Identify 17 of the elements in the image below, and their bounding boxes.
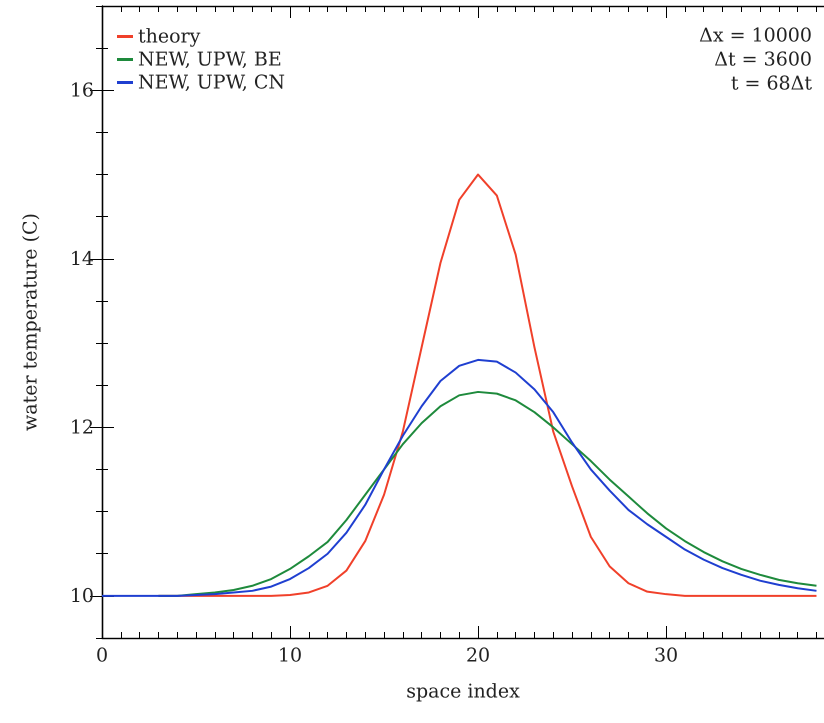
annotation: Δx = 10000 <box>699 24 812 46</box>
y-tick-label: 14 <box>70 248 94 270</box>
x-tick-label: 20 <box>466 644 490 666</box>
legend-label: theory <box>138 26 201 48</box>
x-tick-label: 0 <box>96 644 108 666</box>
x-tick-label: 30 <box>654 644 678 666</box>
legend-label: NEW, UPW, CN <box>138 72 286 94</box>
y-tick-label: 12 <box>70 416 94 438</box>
y-tick-label: 16 <box>70 79 94 102</box>
line-series <box>101 358 818 597</box>
annotation: Δt = 3600 <box>714 48 812 70</box>
legend-label: NEW, UPW, BE <box>138 48 282 70</box>
y-axis-title: water temperature (C) <box>20 213 42 431</box>
x-tick-label: 10 <box>278 644 302 666</box>
y-tick-label: 10 <box>70 584 94 607</box>
annotation: t = 68Δt <box>730 72 812 94</box>
x-axis-title: space index <box>406 680 520 702</box>
